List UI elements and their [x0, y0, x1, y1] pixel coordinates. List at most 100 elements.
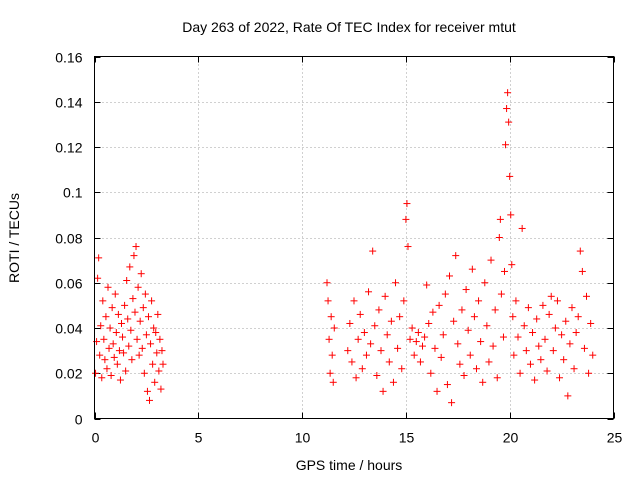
plot-frame	[94, 56, 614, 419]
data-point	[367, 340, 375, 348]
data-point	[510, 351, 518, 359]
data-point	[94, 274, 102, 282]
data-points	[92, 89, 597, 407]
data-point	[549, 347, 557, 355]
data-point	[360, 329, 368, 337]
data-point	[508, 261, 516, 269]
y-axis-label: ROTI / TECUs	[6, 193, 22, 283]
data-point	[587, 319, 595, 327]
data-point	[126, 263, 134, 271]
data-point	[543, 367, 551, 375]
data-point	[468, 265, 476, 273]
data-point	[404, 243, 412, 251]
data-point	[108, 304, 116, 312]
data-point	[470, 313, 478, 321]
data-point	[529, 329, 537, 337]
data-point	[491, 306, 499, 314]
data-point	[139, 304, 147, 312]
data-point	[412, 338, 420, 346]
data-point	[585, 369, 593, 377]
y-tick-label: 0	[75, 412, 83, 428]
data-point	[109, 340, 117, 348]
data-point	[441, 290, 449, 298]
data-point	[537, 356, 545, 364]
data-point	[477, 338, 485, 346]
data-point	[443, 381, 451, 389]
data-point	[134, 283, 142, 291]
data-point	[150, 324, 158, 332]
x-tick-label: 20	[503, 430, 519, 446]
data-point	[389, 378, 397, 386]
data-point	[400, 297, 408, 305]
data-point	[114, 310, 122, 318]
data-point	[100, 335, 108, 343]
data-point	[574, 313, 582, 321]
data-point	[452, 252, 460, 260]
data-point	[408, 324, 416, 332]
data-point	[154, 310, 162, 318]
data-point	[503, 105, 511, 113]
data-point	[427, 369, 435, 377]
data-point	[505, 118, 513, 126]
data-point	[485, 358, 493, 366]
data-point	[425, 319, 433, 327]
data-point	[416, 358, 424, 366]
data-point	[141, 290, 149, 298]
data-point	[104, 283, 112, 291]
data-point	[439, 331, 447, 339]
data-point	[362, 351, 370, 359]
data-point	[350, 297, 358, 305]
data-point	[369, 247, 377, 255]
y-axis-tick-labels: 0 0.02 0.04 0.06 0.08 0.1 0.12 0.14 0.16	[55, 50, 82, 428]
data-point	[102, 313, 110, 321]
data-point	[506, 172, 514, 180]
y-tick-label: 0.08	[55, 231, 82, 247]
data-point	[153, 349, 161, 357]
data-point	[410, 351, 418, 359]
data-point	[121, 301, 129, 309]
data-point	[507, 211, 515, 219]
data-point	[379, 387, 387, 395]
data-point	[514, 333, 522, 341]
data-point	[122, 367, 130, 375]
data-point	[560, 356, 568, 364]
x-tick-label: 15	[399, 430, 415, 446]
data-point	[140, 369, 148, 377]
data-point	[512, 297, 520, 305]
data-point	[402, 215, 410, 223]
data-point	[142, 331, 150, 339]
y-tick-label: 0.1	[63, 185, 83, 201]
data-point	[502, 141, 510, 149]
data-point	[518, 224, 526, 232]
data-point	[101, 356, 109, 364]
data-point	[377, 347, 385, 355]
data-point	[373, 372, 381, 380]
data-point	[572, 329, 580, 337]
data-point	[576, 247, 584, 255]
data-point	[323, 279, 331, 287]
data-point	[396, 313, 404, 321]
data-point	[130, 252, 138, 260]
data-point	[466, 351, 474, 359]
y-tick-label: 0.04	[55, 321, 82, 337]
data-point	[119, 333, 127, 341]
data-point	[330, 324, 338, 332]
data-point	[483, 322, 491, 330]
data-point	[356, 310, 364, 318]
data-point	[148, 297, 156, 305]
x-tick-label: 25	[607, 430, 623, 446]
data-point	[481, 279, 489, 287]
data-point	[568, 304, 576, 312]
data-point	[375, 306, 383, 314]
data-point	[448, 399, 456, 407]
data-point	[462, 286, 470, 294]
data-point	[535, 342, 543, 350]
data-point	[127, 326, 135, 334]
data-point	[589, 351, 597, 359]
data-point	[128, 356, 136, 364]
data-point	[580, 344, 588, 352]
data-point	[146, 396, 154, 404]
data-point	[358, 365, 366, 373]
data-point	[112, 329, 120, 337]
data-point	[136, 317, 144, 325]
